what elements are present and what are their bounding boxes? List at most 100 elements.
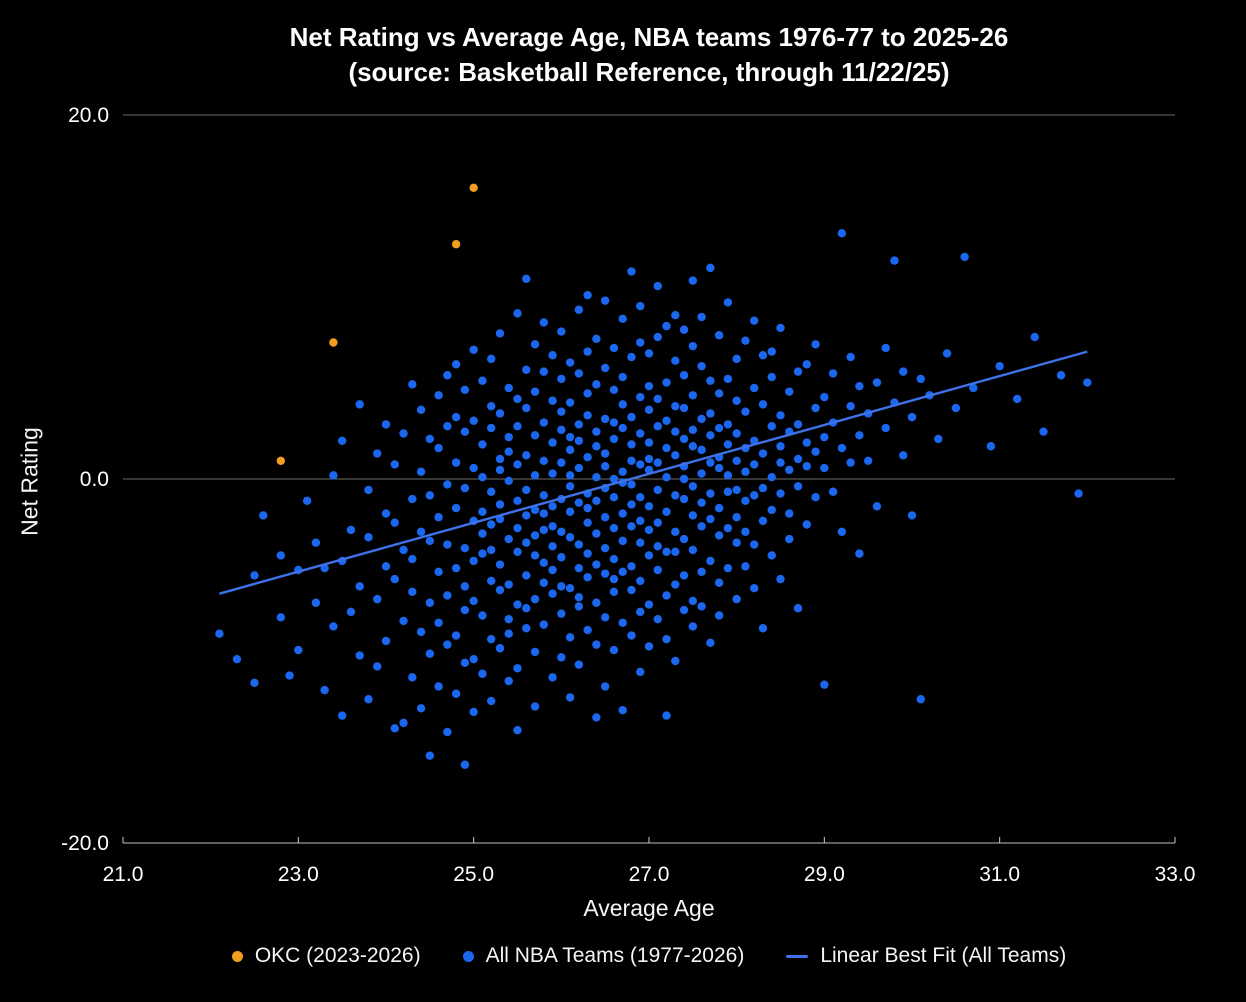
data-point-team bbox=[793, 420, 803, 429]
data-point-okc bbox=[451, 240, 461, 249]
data-point-team bbox=[504, 676, 513, 686]
data-point-team bbox=[478, 376, 487, 385]
data-point-team bbox=[557, 407, 566, 416]
data-point-team bbox=[767, 422, 776, 431]
data-point-team bbox=[530, 647, 540, 657]
data-point-team bbox=[557, 374, 566, 384]
data-point-team bbox=[548, 673, 557, 682]
data-point-team bbox=[530, 387, 540, 396]
data-point-team bbox=[618, 536, 627, 546]
legend-marker-dot-icon bbox=[231, 950, 243, 962]
data-point-team bbox=[785, 534, 794, 544]
data-point-team bbox=[522, 485, 531, 495]
data-point-team bbox=[723, 440, 733, 449]
data-point-team bbox=[513, 523, 522, 533]
data-point-team bbox=[618, 705, 627, 715]
data-point-team bbox=[539, 318, 548, 327]
data-point-team bbox=[697, 361, 706, 371]
data-point-team bbox=[811, 340, 820, 349]
title-block: Net Rating vs Average Age, NBA teams 197… bbox=[123, 20, 1175, 90]
data-point-team bbox=[776, 458, 785, 467]
data-point-team bbox=[574, 563, 584, 573]
data-point-team bbox=[364, 485, 373, 495]
data-point-team bbox=[636, 576, 645, 586]
data-point-team bbox=[373, 662, 382, 671]
data-point-team bbox=[425, 491, 435, 500]
data-point-team bbox=[513, 460, 522, 469]
data-point-team bbox=[285, 671, 294, 680]
data-point-team bbox=[565, 584, 575, 593]
data-point-team bbox=[583, 518, 592, 527]
data-point-team bbox=[434, 618, 443, 627]
data-point-team bbox=[618, 314, 627, 324]
data-point-team bbox=[653, 458, 662, 467]
data-point-team bbox=[469, 707, 478, 717]
data-point-team bbox=[758, 351, 768, 360]
data-point-team bbox=[504, 580, 513, 589]
data-point-team bbox=[574, 498, 584, 507]
data-point-team bbox=[671, 427, 680, 436]
data-point-team bbox=[600, 569, 610, 578]
data-point-team bbox=[495, 644, 505, 653]
data-point-team bbox=[609, 645, 619, 655]
data-point-okc bbox=[276, 456, 285, 465]
data-point-team bbox=[785, 509, 794, 518]
data-point-team bbox=[697, 567, 706, 577]
data-point-team bbox=[443, 422, 452, 431]
data-point-team bbox=[688, 341, 698, 351]
data-point-team bbox=[250, 678, 259, 688]
data-point-team bbox=[723, 523, 733, 533]
data-point-team bbox=[557, 458, 566, 467]
best-fit-line bbox=[219, 350, 1088, 595]
data-point-team bbox=[469, 463, 478, 473]
data-point-team bbox=[767, 472, 776, 482]
data-point-team bbox=[636, 516, 645, 526]
data-point-team bbox=[723, 487, 733, 496]
data-point-team bbox=[522, 274, 531, 283]
data-point-team bbox=[1074, 489, 1083, 498]
data-point-team bbox=[548, 522, 557, 531]
data-point-team bbox=[636, 538, 645, 547]
data-point-team bbox=[530, 340, 540, 349]
data-point-team bbox=[548, 469, 557, 478]
data-point-team bbox=[478, 472, 487, 482]
data-point-team bbox=[539, 418, 548, 427]
data-point-team bbox=[302, 496, 312, 506]
data-point-team bbox=[408, 587, 417, 597]
data-point-team bbox=[741, 562, 750, 571]
data-point-team bbox=[662, 378, 671, 387]
data-point-team bbox=[776, 323, 785, 333]
data-point-team bbox=[653, 281, 662, 291]
data-point-team bbox=[539, 509, 548, 518]
data-point-team bbox=[644, 502, 654, 511]
data-point-team bbox=[653, 614, 662, 624]
data-point-team bbox=[583, 290, 592, 300]
data-point-team bbox=[451, 360, 461, 369]
data-point-team bbox=[600, 414, 610, 424]
data-point-team bbox=[460, 605, 470, 615]
data-point-team bbox=[583, 503, 592, 513]
x-tick-label-27.0: 27.0 bbox=[629, 863, 670, 886]
data-point-team bbox=[653, 485, 662, 495]
data-point-team bbox=[390, 518, 399, 527]
data-point-team bbox=[539, 491, 548, 500]
data-point-team bbox=[671, 402, 680, 411]
data-point-team bbox=[451, 412, 461, 422]
data-point-team bbox=[443, 591, 452, 600]
data-point-team bbox=[1030, 332, 1039, 342]
data-point-team bbox=[644, 600, 654, 609]
legend-marker-dot-icon bbox=[462, 950, 474, 962]
data-point-team bbox=[767, 551, 776, 560]
data-point-team bbox=[460, 385, 470, 395]
data-point-team bbox=[811, 493, 820, 502]
data-point-team bbox=[662, 547, 671, 556]
data-point-team bbox=[644, 465, 654, 475]
data-point-team bbox=[557, 653, 566, 662]
data-point-team bbox=[662, 634, 671, 644]
data-point-team bbox=[487, 696, 496, 706]
data-point-team bbox=[513, 664, 522, 673]
data-point-team bbox=[522, 538, 531, 547]
data-point-team bbox=[802, 438, 811, 447]
data-point-team bbox=[522, 624, 531, 633]
data-point-team bbox=[460, 658, 470, 668]
